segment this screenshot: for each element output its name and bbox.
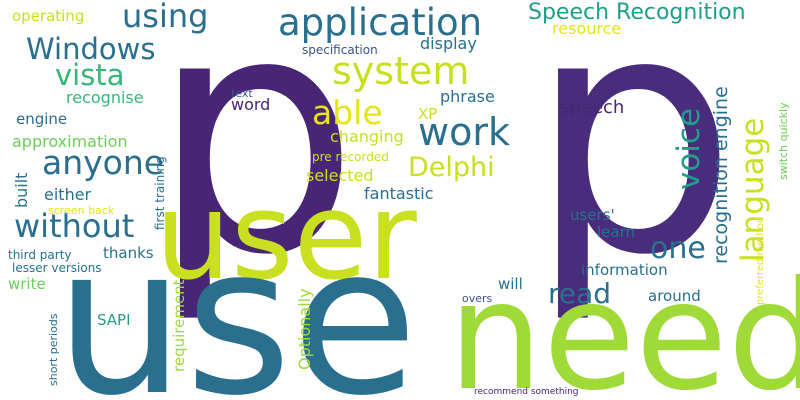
word-user: user bbox=[155, 168, 417, 307]
word-will: will bbox=[498, 275, 523, 293]
word-one: one bbox=[650, 231, 706, 266]
word-first-training: first training bbox=[153, 156, 167, 230]
word-specification: specification bbox=[302, 43, 378, 57]
word-learn: learn bbox=[597, 223, 635, 241]
word-switch-quickly: switch quickly bbox=[777, 102, 790, 180]
word-speech-recognition: Speech Recognition bbox=[528, 0, 746, 25]
word-preferred-method: preferred method bbox=[755, 216, 766, 305]
word-operating: operating bbox=[12, 7, 85, 25]
word-thanks: thanks bbox=[103, 244, 154, 262]
word-xp: XP bbox=[418, 105, 438, 123]
word-resource: resource bbox=[552, 19, 622, 38]
word-approximation: approximation bbox=[12, 132, 128, 151]
word-recognition-engine: recognition engine bbox=[710, 86, 732, 264]
word-without: without bbox=[14, 207, 135, 245]
word-word: word bbox=[231, 95, 271, 114]
word-information: information bbox=[581, 261, 668, 279]
word-application: application bbox=[278, 1, 483, 44]
word-write: write bbox=[8, 275, 46, 293]
word-voice: voice bbox=[671, 107, 707, 190]
word-built: built bbox=[12, 172, 31, 208]
word-p-right: p bbox=[528, 0, 738, 327]
word-selected: selected bbox=[306, 166, 374, 185]
word-overs: overs bbox=[462, 292, 493, 305]
word-p-left: p bbox=[150, 0, 360, 327]
word-fantastic: fantastic bbox=[364, 184, 434, 203]
word-users: users' bbox=[570, 206, 615, 224]
word-around: around bbox=[648, 287, 701, 305]
word-read: read bbox=[548, 277, 612, 310]
word-need: need bbox=[448, 250, 800, 400]
word-requirement: requirement bbox=[170, 279, 188, 372]
word-recommend-something: recommend something bbox=[474, 387, 579, 397]
word-sapi: SAPI bbox=[97, 311, 131, 329]
word-use: use bbox=[55, 203, 418, 400]
word-display: display bbox=[420, 34, 477, 53]
word-able: able bbox=[312, 93, 383, 132]
word-optionally: Optionally bbox=[295, 288, 314, 370]
word-engine: engine bbox=[16, 110, 68, 128]
word-pre-recorded: pre recorded bbox=[312, 150, 389, 164]
word-windows: Windows bbox=[26, 32, 156, 66]
word-phrase: phrase bbox=[440, 87, 495, 106]
word-anyone: anyone bbox=[42, 143, 165, 182]
word-speech: speech bbox=[560, 97, 625, 118]
word-either: either bbox=[44, 185, 92, 204]
word-recognise: recognise bbox=[66, 88, 144, 107]
word-delphi: Delphi bbox=[408, 152, 495, 183]
word-short-periods: short periods bbox=[47, 313, 60, 386]
word-vista: vista bbox=[55, 58, 125, 92]
word-screen-back: screen back bbox=[48, 204, 115, 217]
word-work: work bbox=[418, 110, 510, 154]
word-changing: changing bbox=[330, 127, 404, 146]
word-text: text bbox=[231, 87, 253, 100]
word-third-party: third party bbox=[8, 248, 72, 262]
word-lesser-versions: lesser versions bbox=[12, 261, 102, 275]
word-using: using bbox=[122, 0, 209, 35]
word-system: system bbox=[332, 49, 470, 93]
